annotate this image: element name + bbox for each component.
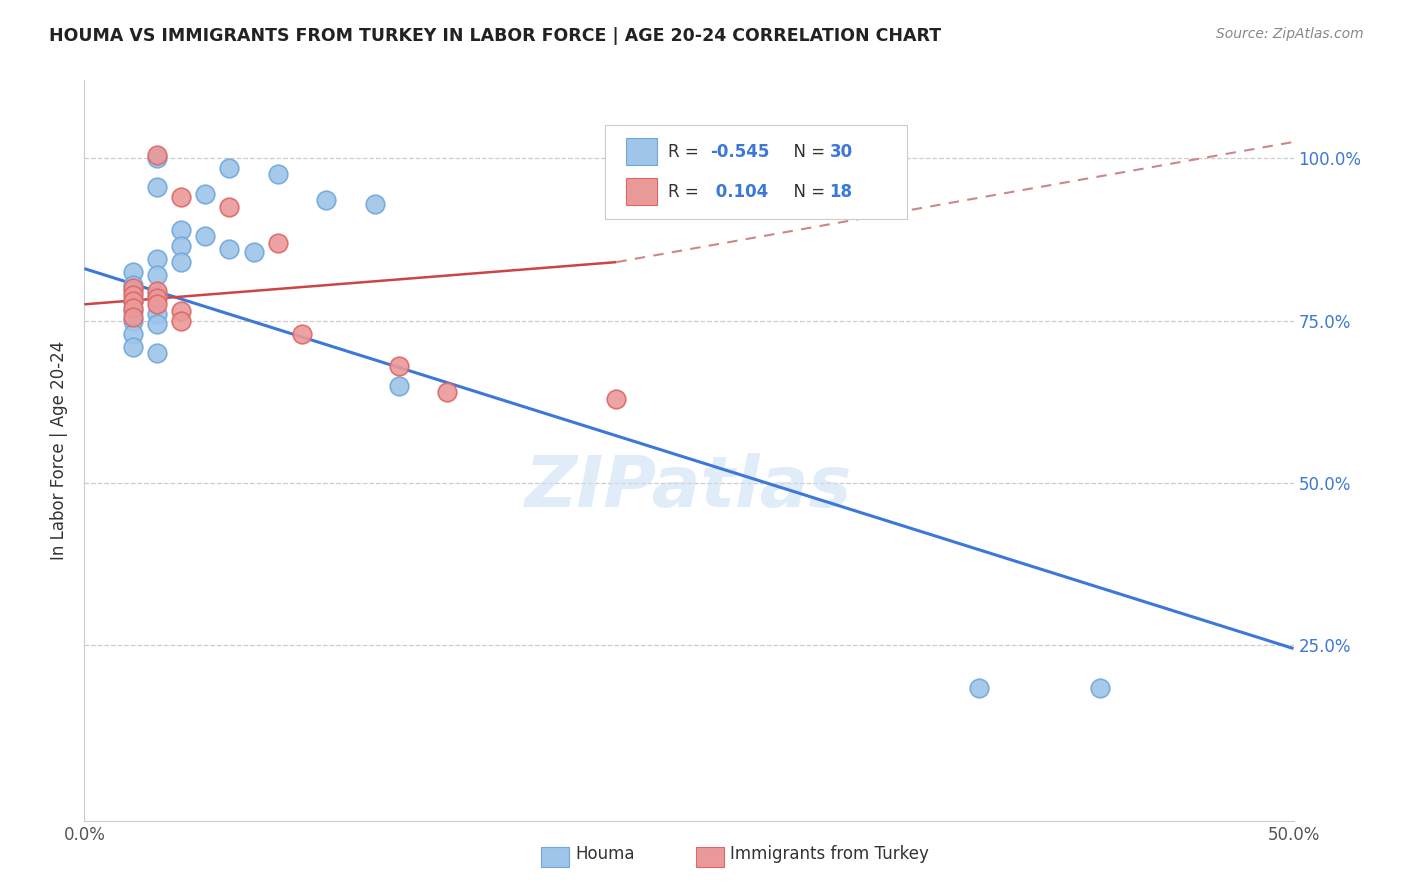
- Point: [121, 294, 143, 309]
- Point: [121, 301, 143, 315]
- Point: [146, 317, 169, 331]
- Point: [363, 196, 385, 211]
- Point: [1088, 681, 1111, 695]
- Point: [218, 161, 240, 175]
- Text: N =: N =: [783, 183, 831, 201]
- Point: [218, 242, 240, 256]
- Point: [121, 265, 143, 279]
- Text: Houma: Houma: [575, 845, 634, 863]
- Point: [146, 180, 169, 194]
- Point: [388, 378, 411, 392]
- Point: [121, 285, 143, 299]
- Point: [170, 255, 193, 269]
- Point: [388, 359, 411, 373]
- Point: [967, 681, 990, 695]
- Point: [121, 313, 143, 327]
- Point: [170, 303, 193, 318]
- Point: [170, 239, 193, 253]
- Text: Immigrants from Turkey: Immigrants from Turkey: [730, 845, 928, 863]
- Point: [121, 287, 143, 301]
- Text: 0.104: 0.104: [710, 183, 768, 201]
- Point: [146, 297, 169, 311]
- Point: [146, 291, 169, 305]
- Text: 30: 30: [830, 143, 852, 161]
- Text: HOUMA VS IMMIGRANTS FROM TURKEY IN LABOR FORCE | AGE 20-24 CORRELATION CHART: HOUMA VS IMMIGRANTS FROM TURKEY IN LABOR…: [49, 27, 942, 45]
- Point: [267, 168, 290, 182]
- Point: [194, 186, 217, 201]
- Point: [146, 285, 169, 299]
- Point: [146, 268, 169, 282]
- Point: [170, 222, 193, 236]
- Point: [146, 307, 169, 321]
- Point: [121, 340, 143, 354]
- Point: [121, 326, 143, 341]
- Point: [146, 346, 169, 360]
- Point: [218, 200, 240, 214]
- Point: [315, 194, 337, 208]
- Point: [121, 294, 143, 309]
- Point: [170, 313, 193, 327]
- Point: [242, 245, 264, 260]
- Point: [146, 252, 169, 266]
- Point: [121, 281, 143, 295]
- Text: -0.545: -0.545: [710, 143, 769, 161]
- Point: [121, 277, 143, 292]
- Text: N =: N =: [783, 143, 831, 161]
- Point: [605, 392, 627, 406]
- Point: [146, 148, 169, 162]
- Point: [436, 384, 458, 399]
- Text: ZIPatlas: ZIPatlas: [526, 453, 852, 522]
- Point: [291, 326, 314, 341]
- Text: R =: R =: [668, 143, 704, 161]
- Text: Source: ZipAtlas.com: Source: ZipAtlas.com: [1216, 27, 1364, 41]
- Point: [146, 287, 169, 301]
- Point: [121, 303, 143, 318]
- Text: R =: R =: [668, 183, 704, 201]
- Point: [146, 151, 169, 165]
- Point: [194, 229, 217, 244]
- Point: [170, 190, 193, 204]
- Text: 18: 18: [830, 183, 852, 201]
- Point: [121, 310, 143, 325]
- Y-axis label: In Labor Force | Age 20-24: In Labor Force | Age 20-24: [49, 341, 67, 560]
- Point: [267, 235, 290, 250]
